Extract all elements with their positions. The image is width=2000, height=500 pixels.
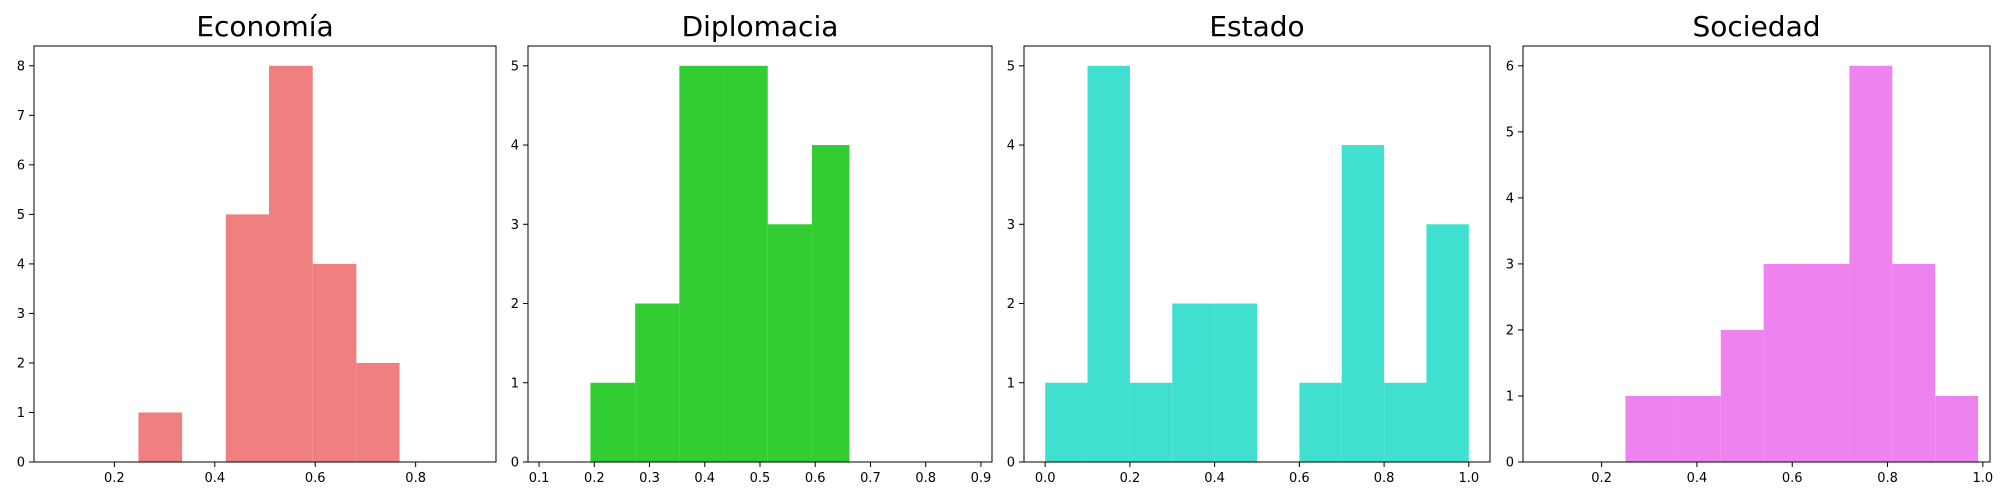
x-tick-label: 0.8 (1877, 471, 1898, 486)
x-tick-label: 0.7 (860, 471, 881, 486)
x-tick-label: 0.2 (1120, 471, 1141, 486)
x-tick-label: 0.1 (529, 471, 550, 486)
x-tick-label: 0.6 (805, 471, 826, 486)
axes-frame (1522, 45, 1991, 463)
y-tick-label: 1 (1506, 389, 1514, 404)
histogram-bar (1087, 65, 1130, 463)
histogram-bar (1892, 263, 1936, 462)
histogram-bar (1299, 382, 1342, 462)
x-tick-label: 0.2 (1591, 471, 1612, 486)
y-tick-label: 8 (17, 59, 25, 74)
y-tick-label: 5 (1506, 125, 1514, 140)
y-tick-label: 6 (1506, 59, 1514, 74)
y-tick-label: 0 (1007, 456, 1015, 471)
x-tick-label: 0.8 (405, 471, 426, 486)
y-tick-label: 3 (1007, 218, 1015, 233)
y-tick-label: 4 (1007, 139, 1015, 154)
x-tick-label: 0.5 (750, 471, 771, 486)
histogram-bar (1214, 303, 1257, 462)
chart-title: Estado (1209, 10, 1304, 43)
histogram-bar (312, 263, 357, 462)
y-tick-label: 6 (17, 158, 25, 173)
histogram-bar (1172, 303, 1215, 462)
x-tick-label: 0.0 (1035, 471, 1056, 486)
x-tick-label: 0.6 (305, 471, 326, 486)
y-tick-label: 0 (511, 456, 519, 471)
x-tick-label: 1.0 (1458, 471, 1479, 486)
histogram-bar (679, 65, 724, 463)
x-tick-label: 0.2 (104, 471, 125, 486)
y-tick-label: 0 (1506, 456, 1514, 471)
y-tick-label: 5 (511, 59, 519, 74)
x-tick-label: 0.4 (1687, 471, 1708, 486)
panel-diplomacia: Diplomacia 0.1 0.2 0.3 0.4 0.5 0.6 0.7 0.8 0.9 0 1 2… (511, 10, 993, 486)
histogram-bar (1129, 382, 1173, 462)
axes-frame (33, 45, 497, 463)
panel-estado: Estado 0.0 0.2 0.4 0.6 0.8 1.0 0 1 2 3 4 5 (1007, 10, 1491, 486)
y-tick-label: 2 (1506, 323, 1514, 338)
x-tick-label: 0.9 (971, 471, 992, 486)
histogram-bar (1806, 263, 1850, 462)
histogram-bar (138, 412, 183, 462)
histogram-bar (1673, 395, 1721, 462)
histogram-bar (1426, 224, 1469, 462)
x-tick-label: 0.2 (584, 471, 605, 486)
histogram-bar (225, 214, 270, 462)
y-tick-label: 1 (511, 376, 519, 391)
histogram-bar (723, 65, 768, 463)
chart-title: Economía (196, 10, 333, 43)
y-tick-label: 5 (17, 208, 25, 223)
x-tick-label: 0.3 (639, 471, 660, 486)
y-tick-label: 1 (17, 406, 25, 421)
y-tick-label: 4 (1506, 191, 1514, 206)
panel-economia: Economía 0.2 0.4 0.6 0.8 0 1 2 3 4 5 6 7 8 (17, 10, 497, 486)
x-tick-label: 0.4 (1204, 471, 1225, 486)
y-tick-label: 3 (511, 218, 519, 233)
histogram-bar (590, 382, 636, 462)
chart-title: Sociedad (1692, 10, 1820, 43)
x-tick-label: 0.4 (204, 471, 225, 486)
histogram-bar (1849, 65, 1893, 463)
y-tick-label: 2 (17, 356, 25, 371)
x-tick-label: 0.6 (1289, 471, 1310, 486)
x-tick-label: 0.8 (1374, 471, 1395, 486)
histogram-bar (635, 303, 680, 462)
histogram-bar (356, 362, 400, 462)
histogram-bar (1935, 395, 1979, 462)
histogram-bar (1763, 263, 1807, 462)
y-tick-label: 0 (17, 456, 25, 471)
x-tick-label: 0.4 (694, 471, 715, 486)
y-tick-label: 2 (1007, 297, 1015, 312)
y-tick-label: 3 (17, 307, 25, 322)
y-tick-label: 5 (1007, 59, 1015, 74)
histogram-bar (1384, 382, 1427, 462)
histogram-bar (1341, 145, 1385, 463)
chart-title: Diplomacia (682, 10, 839, 43)
y-tick-label: 3 (1506, 257, 1514, 272)
y-tick-label: 4 (17, 257, 25, 272)
histogram-bar (1625, 395, 1674, 462)
panel-sociedad: Sociedad 0.2 0.4 0.6 0.8 1.0 0 1 2 3 4 5 6 (1506, 10, 1993, 486)
y-tick-label: 1 (1007, 376, 1015, 391)
x-tick-label: 0.8 (915, 471, 936, 486)
histogram-bar (767, 224, 812, 462)
x-tick-label: 1.0 (1973, 471, 1994, 486)
y-tick-label: 7 (17, 109, 25, 124)
histogram-bar (1720, 329, 1764, 462)
histogram-bar (811, 145, 850, 463)
y-tick-label: 2 (511, 297, 519, 312)
axes-frame (1023, 45, 1491, 463)
histogram-bar (269, 65, 313, 463)
x-tick-label: 0.6 (1782, 471, 1803, 486)
y-tick-label: 4 (511, 139, 519, 154)
histogram-bar (1045, 382, 1088, 462)
